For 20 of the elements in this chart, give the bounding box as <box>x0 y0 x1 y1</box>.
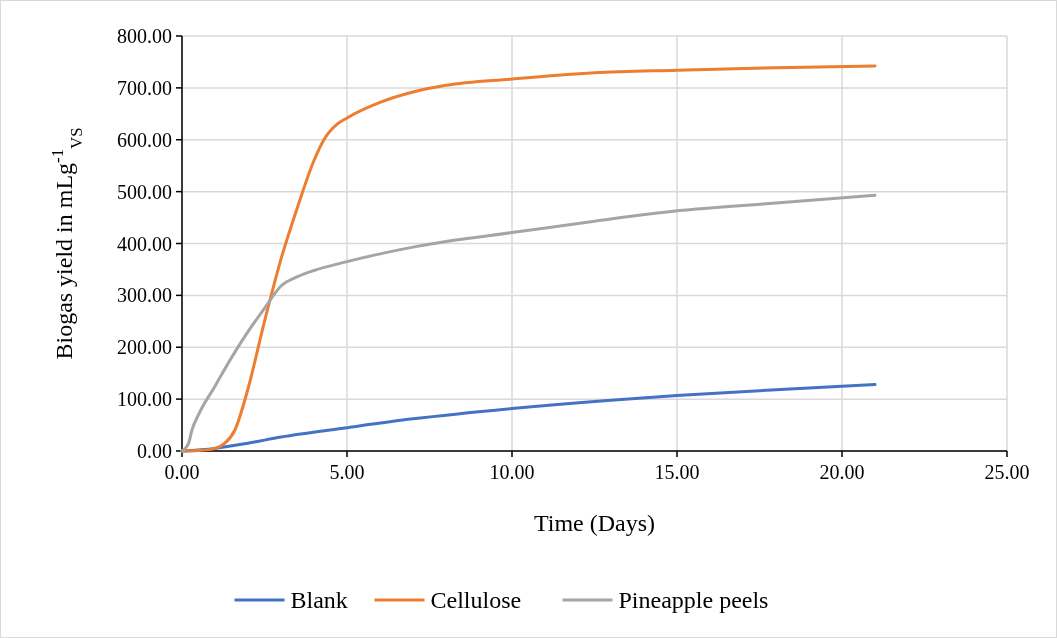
legend-label: Blank <box>290 587 348 614</box>
y-tick-label: 600.00 <box>117 128 172 151</box>
y-tick-label: 700.00 <box>117 76 172 99</box>
x-tick-label: 5.00 <box>329 461 365 483</box>
y-tick-label: 200.00 <box>117 336 172 359</box>
x-tick-label: 15.00 <box>654 461 700 483</box>
y-tick-label: 0.00 <box>137 440 172 462</box>
x-tick-label: 25.00 <box>984 461 1030 483</box>
x-tick-label: 0.00 <box>164 461 200 483</box>
y-tick-label: 800.00 <box>117 25 172 47</box>
y-tick-label: 500.00 <box>117 180 172 203</box>
y-tick-label: 100.00 <box>117 388 172 411</box>
x-tick-label: 20.00 <box>819 461 865 483</box>
y-tick-label: 400.00 <box>117 232 172 255</box>
legend-label: Pineapple peels <box>618 587 769 614</box>
y-tick-label: 300.00 <box>117 284 172 307</box>
x-axis-title: Time (Days) <box>533 510 656 536</box>
x-tick-label: 10.00 <box>489 461 535 483</box>
legend-label: Cellulose <box>430 587 522 614</box>
line-series <box>180 193 877 453</box>
